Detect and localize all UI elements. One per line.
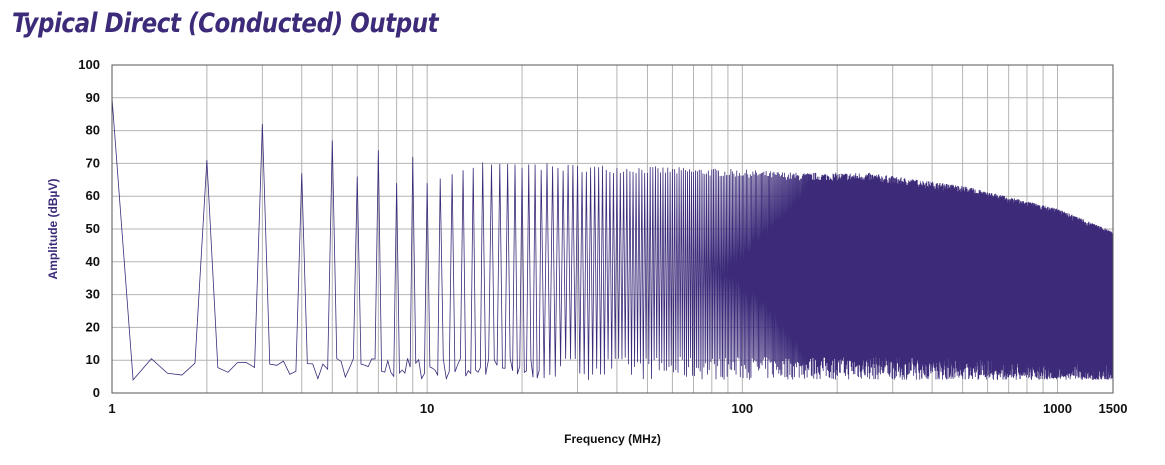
plot-frame	[111, 64, 1114, 394]
y-tick-label: 40	[86, 254, 100, 269]
y-tick-label: 70	[86, 155, 100, 170]
x-axis-label: Frequency (MHz)	[564, 432, 661, 446]
x-tick-label: 10	[420, 401, 434, 416]
y-tick-label: 10	[86, 352, 100, 367]
y-tick-labels: 0 10 20 30 40 50 60 70 80 90 100	[78, 57, 100, 400]
trace-layer	[111, 97, 1114, 381]
y-tick-label: 60	[86, 188, 100, 203]
y-tick-label: 30	[86, 287, 100, 302]
x-tick-label: 100	[731, 401, 753, 416]
y-tick-label: 0	[93, 385, 100, 400]
x-tick-label: 1500	[1099, 401, 1128, 416]
x-tick-label: 1000	[1043, 401, 1072, 416]
y-tick-label: 80	[86, 123, 100, 138]
x-tick-label: 1	[108, 401, 115, 416]
y-tick-label: 50	[86, 221, 100, 236]
chart-title: Typical Direct (Conducted) Output	[12, 8, 439, 39]
spectrum-trace	[111, 97, 1114, 381]
x-tick-labels: 1 10 100 1000 1500	[108, 401, 1127, 416]
y-tick-label: 90	[86, 90, 100, 105]
y-tick-label: 100	[78, 57, 100, 72]
y-tick-label: 20	[86, 319, 100, 334]
y-axis-label: Amplitude (dBµV)	[46, 179, 60, 280]
